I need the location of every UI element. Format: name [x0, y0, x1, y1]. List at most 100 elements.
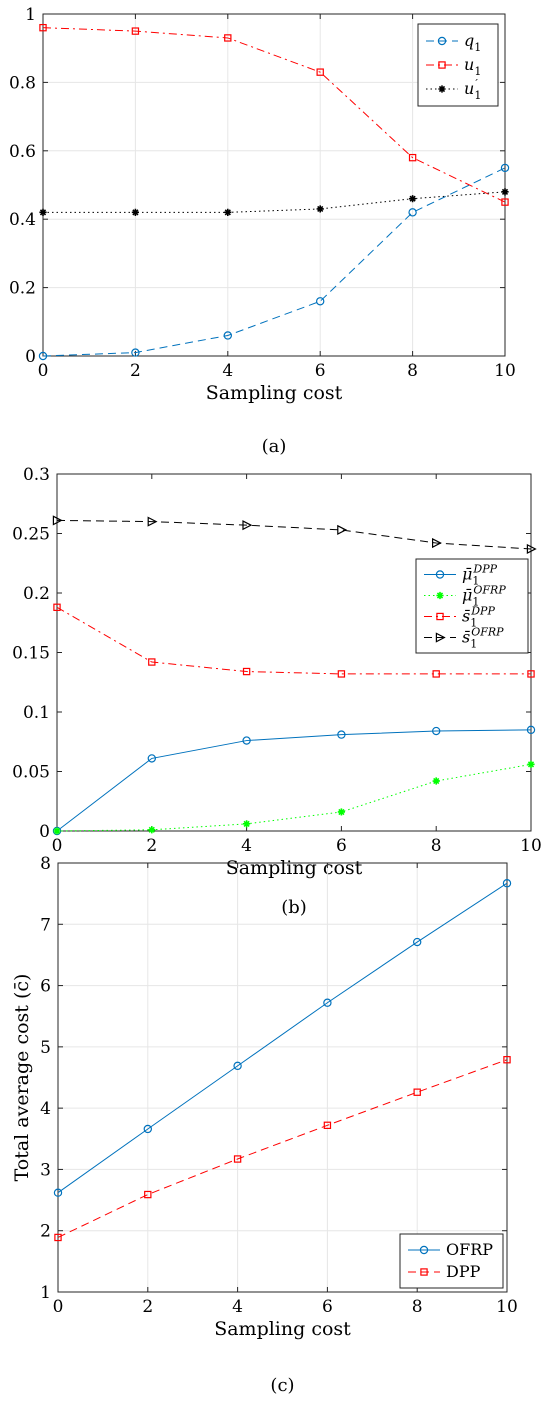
series-line [57, 1059, 508, 1238]
y-tick-label: 1 [40, 1283, 51, 1303]
data-point [501, 188, 509, 196]
legend-marker [435, 570, 445, 579]
data-point [54, 1233, 62, 1242]
legend-label-sub: 1 [470, 638, 477, 651]
panel-caption: (a) [262, 436, 287, 457]
legend-label-sub: 1 [474, 41, 481, 54]
y-tick-label: 0.6 [9, 142, 36, 162]
data-point [500, 163, 510, 173]
x-tick-label: 4 [241, 836, 252, 856]
data-point [39, 23, 47, 32]
series-1 [54, 1056, 511, 1242]
data-point [38, 351, 48, 361]
legend-label-main: u [464, 79, 474, 98]
y-tick-label: 1 [25, 5, 36, 25]
data-point [526, 543, 537, 555]
legend-label-sub: 1 [474, 65, 481, 78]
data-point [131, 348, 140, 357]
data-point [53, 603, 61, 611]
data-point [337, 730, 346, 739]
data-point [53, 827, 61, 835]
legend-label-main: μ̄ [462, 565, 472, 584]
data-point [147, 754, 156, 763]
data-point [501, 198, 509, 206]
legend-marker [437, 36, 447, 46]
data-point [337, 808, 345, 816]
series-line [57, 882, 508, 1194]
legend-marker [436, 612, 444, 621]
series-line [56, 763, 532, 832]
x-tick-label: 6 [322, 1297, 333, 1317]
y-axis-label: Total average cost (c̄) [11, 974, 33, 1182]
legend-box [399, 1233, 504, 1289]
y-tick-label: 0.05 [12, 763, 50, 783]
legend-label-sub: 1 [470, 617, 477, 630]
x-tick-label: 0 [52, 836, 63, 856]
data-point [233, 1155, 242, 1163]
x-tick-label: 10 [496, 1297, 518, 1317]
data-point [413, 937, 422, 947]
data-point [503, 1056, 511, 1064]
data-point [148, 658, 156, 666]
legend-label: μ̄1DPP [462, 563, 498, 588]
y-tick-label: 0.3 [23, 465, 50, 485]
y-tick-label: 0.8 [9, 73, 36, 93]
legend-marker [438, 61, 446, 69]
x-tick-label: 4 [222, 361, 233, 381]
x-axis-label: Sampling cost [226, 857, 363, 879]
legend-marker [436, 591, 444, 600]
legend-marker [420, 1268, 428, 1276]
x-tick-label: 8 [431, 836, 442, 856]
x-tick-label: 2 [130, 361, 141, 381]
series-line [56, 606, 531, 675]
data-point [52, 515, 63, 526]
data-point [131, 27, 140, 35]
panel-caption: (c) [270, 1375, 294, 1396]
data-point [53, 1188, 63, 1197]
plot-frame [42, 13, 506, 357]
x-tick-label: 6 [336, 836, 347, 856]
data-point [432, 777, 440, 785]
legend-label: q1 [464, 31, 481, 54]
legend-label: u1′ [464, 77, 481, 102]
data-point [408, 153, 417, 162]
x-tick-label: 0 [53, 1297, 64, 1317]
legend-label-main: DPP [446, 1262, 481, 1281]
legend-label-sup: DPP [470, 605, 495, 618]
series-0 [53, 879, 512, 1197]
y-tick-label: 4 [40, 1099, 51, 1119]
data-point [432, 537, 442, 549]
data-point [337, 524, 348, 536]
legend-label-sup: OFRP [473, 584, 506, 597]
data-point [147, 516, 158, 527]
data-point [408, 208, 417, 217]
legend-label-sub: 1 [472, 575, 479, 588]
series-2 [53, 603, 535, 678]
data-point [39, 208, 47, 216]
legend-label-main: s̄ [462, 628, 470, 647]
plot-frame [57, 862, 508, 1293]
series-line [42, 27, 506, 203]
x-tick-label: 2 [142, 1297, 153, 1317]
y-tick-label: 2 [40, 1222, 51, 1242]
x-tick-label: 6 [315, 361, 326, 381]
x-axis-label: Sampling cost [214, 1318, 351, 1340]
y-tick-label: 3 [40, 1160, 51, 1180]
panel-caption: (b) [281, 897, 307, 918]
data-point [432, 726, 441, 736]
y-tick-label: 8 [40, 854, 51, 874]
data-point [316, 297, 325, 306]
data-point [148, 826, 156, 834]
data-point [224, 34, 232, 42]
data-point [316, 68, 324, 76]
data-point [223, 331, 232, 340]
legend-label-main: s̄ [462, 607, 470, 626]
y-tick-label: 0.4 [9, 210, 36, 230]
x-tick-label: 4 [232, 1297, 243, 1317]
y-tick-label: 0.2 [23, 584, 50, 604]
data-point [224, 208, 232, 216]
x-tick-label: 2 [146, 836, 157, 856]
legend-label-main: q [464, 31, 474, 50]
